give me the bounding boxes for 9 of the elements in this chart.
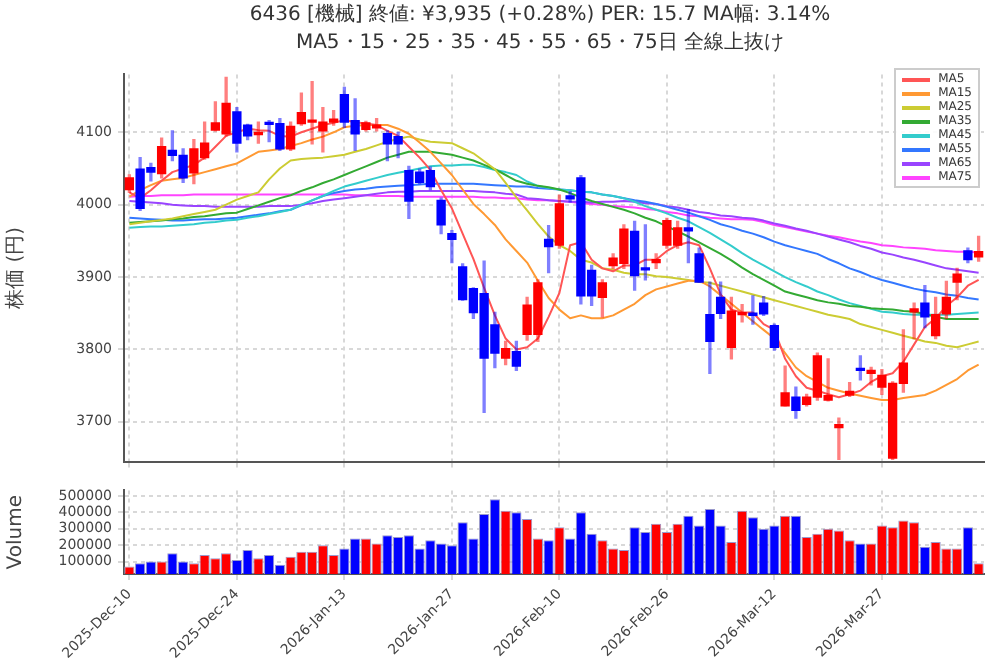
y-axis-title: 株価 (円) (3, 226, 28, 311)
chart-title: 6436 [機械] 終値: ¥3,935 (+0.28%) PER: 15.7 MA幅: 3.14% (247, 1, 833, 30)
chart-subtitle: MA5・15・25・35・45・55・65・75日 全線上抜け (293, 30, 787, 58)
candlestick (866, 366, 876, 386)
candlestick (651, 253, 661, 270)
candlestick (909, 302, 919, 340)
candlestick (447, 230, 457, 264)
y-axis-title: Volume (5, 495, 28, 570)
candlestick (834, 417, 844, 461)
